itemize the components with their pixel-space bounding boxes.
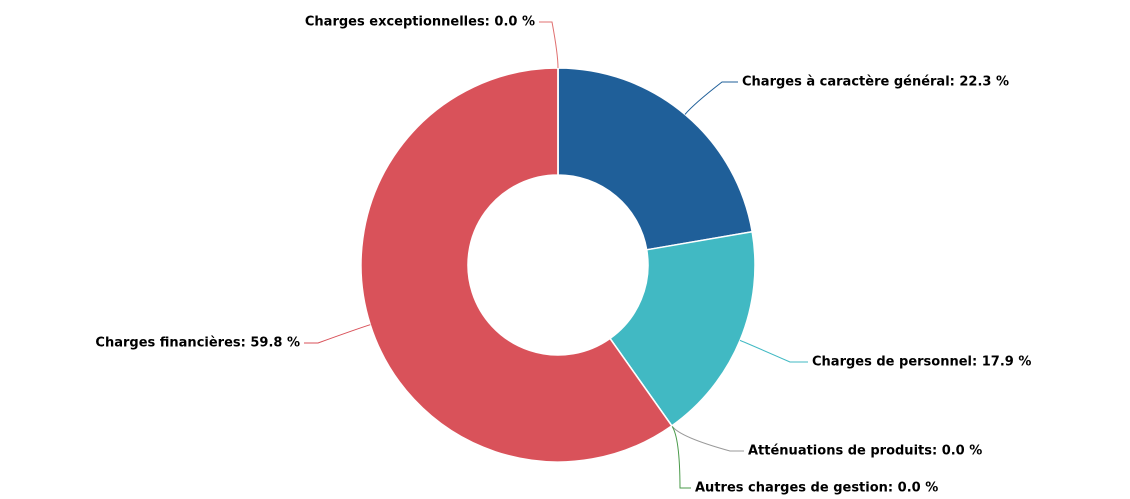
connector (539, 21, 559, 69)
slice: Charges financières (360, 67, 673, 463)
data-label: Charges financières: 59.8 % (95, 336, 300, 351)
connector (671, 425, 744, 452)
data-label: Charges exceptionnelles: 0.0 % (305, 15, 535, 30)
connector (739, 339, 808, 363)
connector (304, 324, 371, 344)
data-label: Charges à caractère général: 22.3 % (742, 75, 1009, 90)
data-label: Charges de personnel: 17.9 % (812, 355, 1031, 370)
slice: Charges de personnel (608, 230, 756, 427)
connector (671, 425, 691, 489)
connector (684, 81, 738, 115)
data-label: Autres charges de gestion: 0.0 % (695, 481, 938, 496)
slice: Charges à caractère général (557, 67, 754, 251)
data-label: Atténuations de produits: 0.0 % (748, 444, 982, 459)
